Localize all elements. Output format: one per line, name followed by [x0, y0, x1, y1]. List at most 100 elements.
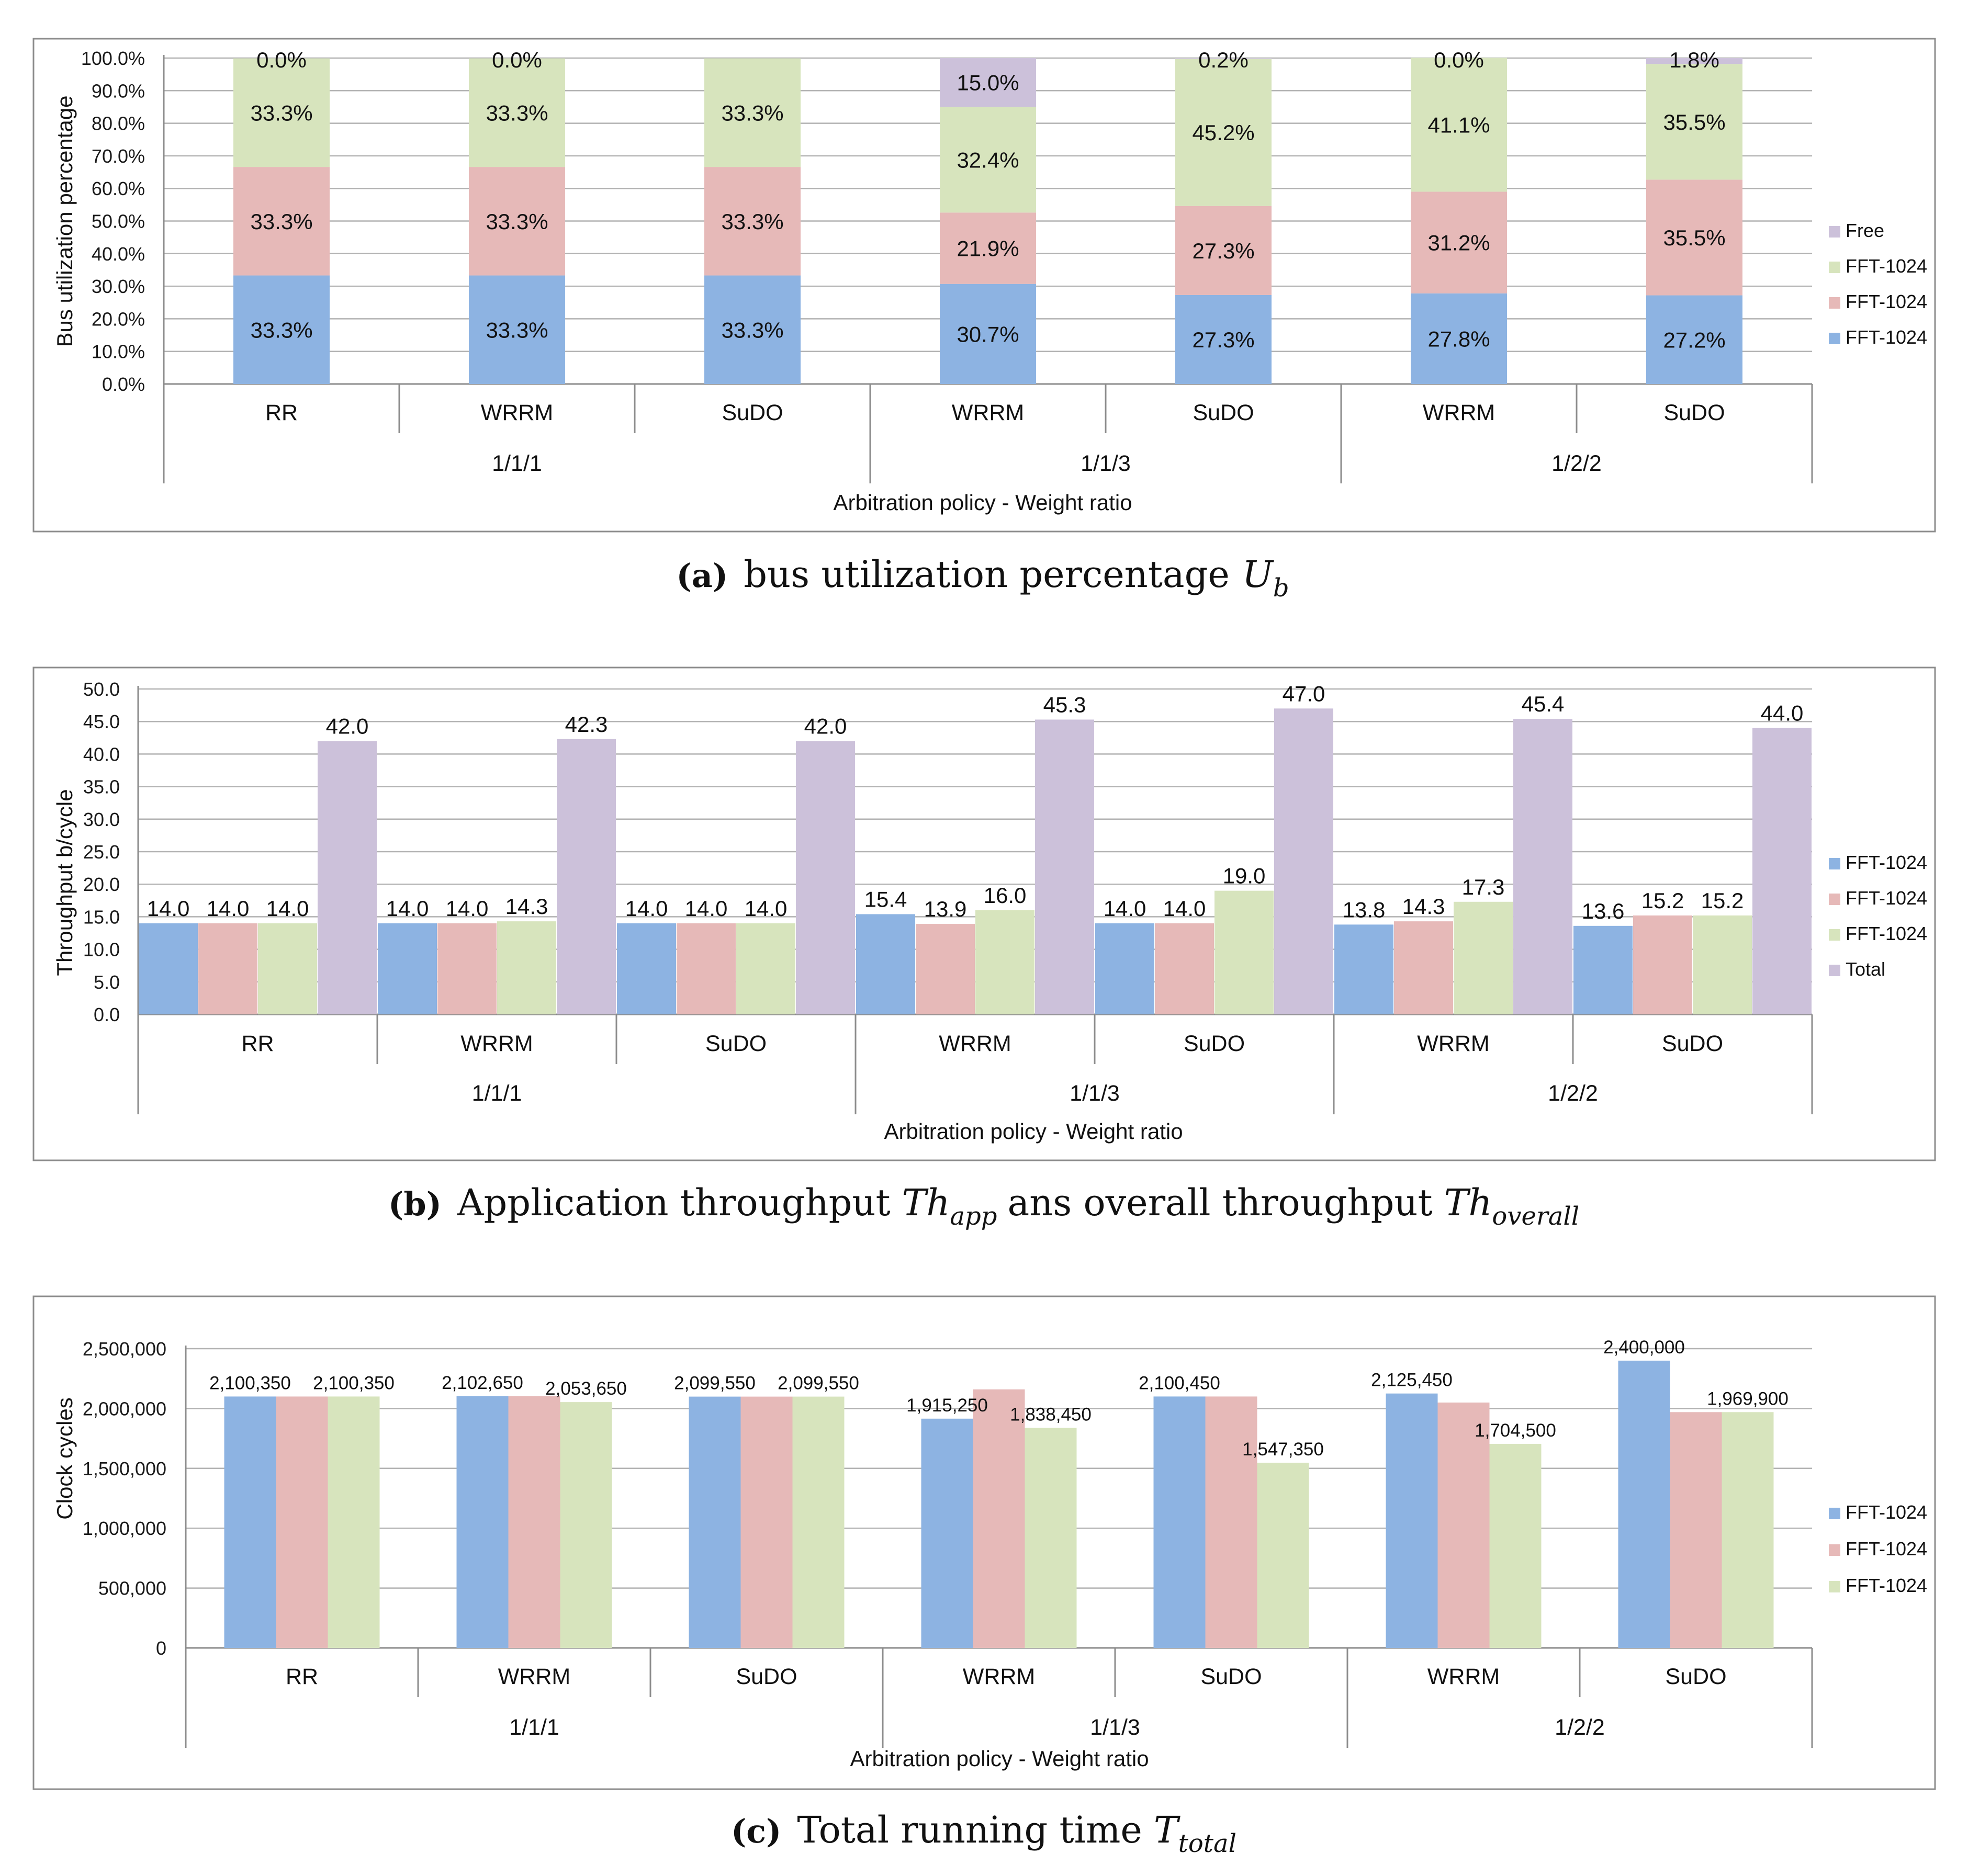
value-label: 13.6 — [1582, 899, 1625, 923]
bar-purple-6 — [1752, 728, 1812, 1014]
value-label: 30.7% — [957, 322, 1019, 346]
bar-red-6 — [1646, 179, 1742, 296]
panel-c-xlabel: Arbitration policy - Weight ratio — [850, 1746, 1149, 1771]
bar-green-2 — [704, 58, 801, 167]
bar-blue-4 — [1095, 923, 1154, 1014]
value-label: 0.2% — [1198, 48, 1249, 72]
bar-blue-3 — [921, 1418, 973, 1648]
value-label: 45.2% — [1192, 120, 1254, 145]
value-label: 2,400,000 — [1603, 1337, 1685, 1358]
bar-red-0 — [276, 1396, 328, 1648]
y-tick-label: 45.0 — [83, 711, 120, 732]
value-label: 15.4 — [864, 887, 907, 911]
group-label: 1/2/2 — [1555, 1715, 1605, 1740]
panel-a-caption-label: (a) — [676, 557, 728, 595]
panel-b-caption-text: Application throughput — [457, 1181, 891, 1224]
y-tick-label: 1,000,000 — [83, 1518, 166, 1539]
bar-green-5 — [1489, 1444, 1542, 1648]
bar-green-6 — [1722, 1412, 1774, 1648]
legend-label: FFT-1024 — [1846, 1501, 1927, 1523]
category-label: WRRM — [963, 1664, 1036, 1689]
value-label: 15.2 — [1641, 888, 1684, 913]
panel-c-caption-sub: total — [1178, 1829, 1236, 1858]
legend-label: FFT-1024 — [1846, 291, 1927, 312]
group-label: 1/1/3 — [1090, 1715, 1140, 1740]
value-label: 33.3% — [250, 100, 312, 125]
bar-blue-5 — [1411, 293, 1507, 384]
legend-swatch — [1829, 297, 1840, 309]
value-label: 45.3 — [1043, 692, 1086, 717]
group-label: 1/1/1 — [472, 1081, 522, 1106]
category-label: WRRM — [1427, 1664, 1500, 1689]
bar-purple-2 — [796, 741, 855, 1014]
value-label: 14.0 — [1163, 896, 1206, 921]
bar-blue-2 — [704, 275, 801, 384]
bar-blue-0 — [233, 275, 330, 384]
bar-green-1 — [497, 921, 556, 1014]
value-label: 33.3% — [250, 318, 312, 342]
chart-a: 0.0% 10.0% 20.0% 30.0% 40.0% 50.0% 60.0% 70.0% 8… — [81, 48, 1927, 483]
value-label: 27.2% — [1663, 327, 1725, 352]
value-label: 14.0 — [625, 896, 668, 921]
legend-label: Total — [1846, 958, 1885, 980]
bar-green-1 — [560, 1402, 612, 1648]
bar-purple-4 — [1274, 708, 1333, 1014]
category-label: SuDO — [736, 1664, 797, 1689]
panel-c-caption-var: T — [1154, 1809, 1180, 1851]
value-label: 27.3% — [1192, 239, 1254, 263]
value-label: 21.9% — [957, 236, 1019, 261]
y-tick-label: 2,000,000 — [83, 1398, 166, 1419]
value-label: 35.5% — [1663, 225, 1725, 250]
value-label: 0.0% — [256, 48, 307, 72]
legend-swatch — [1829, 929, 1840, 941]
category-label: WRRM — [1417, 1031, 1490, 1056]
y-tick-label: 10.0 — [83, 939, 120, 960]
y-tick-label: 0.0 — [94, 1004, 120, 1025]
value-label: 1,838,450 — [1010, 1404, 1092, 1425]
value-label: 14.0 — [446, 896, 489, 921]
value-label: 0.0% — [1434, 48, 1484, 72]
bar-green-3 — [1025, 1428, 1077, 1648]
bar-red-5 — [1411, 191, 1507, 293]
value-label: 33.3% — [250, 209, 312, 234]
bar-green-4 — [1175, 59, 1272, 206]
category-label: WRRM — [481, 400, 554, 425]
value-label: 14.3 — [505, 894, 548, 919]
y-tick-label: 80.0% — [92, 113, 145, 134]
legend-swatch — [1829, 1508, 1840, 1519]
y-tick-label: 30.0% — [92, 276, 145, 297]
bar-green-6 — [1646, 64, 1742, 180]
panel-a-xlabel: Arbitration policy - Weight ratio — [833, 490, 1132, 515]
legend-swatch — [1829, 333, 1840, 344]
value-label: 33.3% — [486, 100, 548, 125]
y-tick-label: 50.0 — [83, 679, 120, 700]
bar-red-1 — [469, 167, 565, 276]
category-label: RR — [265, 400, 298, 425]
legend-swatch — [1829, 1581, 1840, 1592]
bar-red-2 — [704, 167, 801, 276]
category-label: SuDO — [1665, 1664, 1726, 1689]
legend-swatch — [1829, 858, 1840, 869]
group-label: 1/1/1 — [492, 451, 542, 476]
value-label: 2,099,550 — [674, 1373, 756, 1394]
bar-purple-4 — [1175, 58, 1272, 59]
plots: 0.0% 10.0% 20.0% 30.0% 40.0% 50.0% 60.0% 70.0% 8… — [81, 48, 1927, 1748]
panel-b-caption-var: Th — [902, 1181, 950, 1224]
bar-red-3 — [973, 1389, 1025, 1648]
y-tick-label: 30.0 — [83, 809, 120, 830]
bar-red-6 — [1670, 1412, 1722, 1648]
y-tick-label: 0 — [156, 1637, 166, 1659]
legend-swatch — [1829, 262, 1840, 273]
bar-purple-3 — [940, 58, 1036, 107]
panel-b-xlabel: Arbitration policy - Weight ratio — [884, 1119, 1183, 1144]
value-label: 41.1% — [1427, 112, 1490, 137]
bar-red-5 — [1394, 921, 1453, 1014]
y-tick-label: 5.0 — [94, 971, 120, 993]
value-label: 16.0 — [984, 883, 1027, 908]
group-label: 1/1/1 — [509, 1715, 559, 1740]
y-tick-label: 40.0% — [92, 243, 145, 265]
value-label: 33.3% — [721, 100, 783, 125]
panel-b-caption-sub: app — [950, 1202, 997, 1231]
bar-blue-6 — [1573, 925, 1633, 1014]
value-label: 13.9 — [924, 897, 967, 921]
